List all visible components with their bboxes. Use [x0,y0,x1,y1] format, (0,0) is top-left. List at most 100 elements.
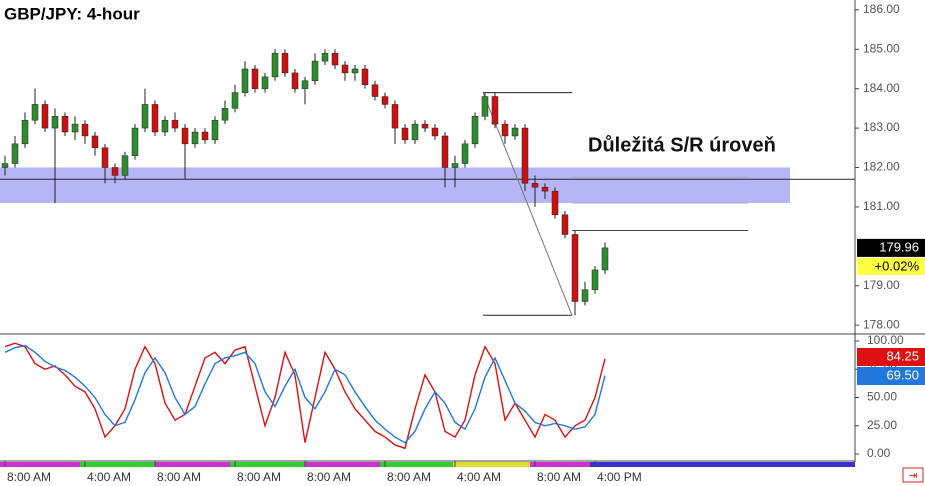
x-tick-label: 4:00 AM [457,470,501,484]
x-tick-label: 8:00 AM [537,470,581,484]
y-tick-label: 185.00 [863,41,900,55]
indicator-line [4,342,606,450]
candle-body [461,143,469,164]
x-tick-label: 4:00 PM [597,470,642,484]
indicator-tag [857,348,925,366]
y-tick-label: 25.00 [867,418,897,432]
x-tick-label: 8:00 AM [307,470,351,484]
candle-body [531,182,539,188]
annotation: Důležitá S/R úroveň [588,134,776,156]
sr-band [0,167,790,203]
candle-body [431,127,439,137]
session-strip [0,462,855,467]
change-tag [857,257,925,275]
candle-body [391,104,399,129]
candle-body [31,104,39,121]
candle-body [211,119,219,141]
indicator-tag-label: 84.25 [886,348,919,363]
scroll-icon[interactable]: ⇥ [908,470,917,482]
candle-body [151,104,159,133]
y-tick-label: 182.00 [863,160,900,174]
candle-body [241,68,249,93]
x-tick-label: 8:00 AM [7,470,51,484]
y-tick-label: 181.00 [863,199,900,213]
candle-body [551,190,559,216]
candle-body [221,108,229,121]
candle-body [91,135,99,149]
y-tick-label: 0.00 [867,446,891,460]
candle-body [111,167,119,176]
y-tick-label: 179.00 [863,278,900,292]
candle-body [381,96,389,105]
candle-body [591,269,599,290]
change-tag-label: +0.02% [875,258,920,273]
candle-body [191,131,199,145]
candle-body [341,64,349,74]
candle-body [501,123,509,137]
candle-body [261,76,269,89]
candle-body [571,234,579,302]
candle-body [1,163,9,168]
candle-body [481,96,489,117]
candle-body [371,84,379,97]
candle-body [351,68,359,74]
candle-body [521,127,529,184]
y-tick-label: 183.00 [863,120,900,134]
candle-body [311,60,319,82]
indicator-line [4,344,606,444]
candle-body [161,119,169,133]
scroll-button[interactable] [902,467,924,483]
candle-body [421,123,429,129]
candle-body [541,186,549,192]
candle-body [441,135,449,168]
candle-body [271,52,279,78]
candle-body [121,155,129,176]
candle-body [511,127,519,137]
price-tag-label: 179.96 [879,239,919,254]
candle-body [451,163,459,168]
candle-body [281,52,289,74]
candle-body [401,127,409,141]
candle-body [171,119,179,129]
y-tick-label: 50.00 [867,390,897,404]
chart-title: GBP/JPY: 4-hour [4,4,140,23]
candle-body [21,119,29,145]
candle-body [301,80,309,89]
candle-body [201,131,209,141]
x-tick-label: 4:00 AM [87,470,131,484]
y-tick-label: 184.00 [863,81,900,95]
candle-body [581,289,589,302]
x-tick-label: 8:00 AM [157,470,201,484]
candle-body [331,52,339,66]
candle-body [51,116,59,129]
candle-body [601,247,609,271]
candle-body [411,123,419,141]
indicator-tag [857,367,925,385]
candle-body [471,116,479,145]
candle-body [141,104,149,129]
price-tag [857,238,925,257]
candle-body [321,52,329,62]
y-tick-label: 186.00 [863,2,900,16]
candle-body [131,127,139,156]
x-tick-label: 8:00 AM [387,470,431,484]
candle-body [491,96,499,125]
candle-body [231,92,239,109]
candle-body [41,104,49,129]
candle-body [291,72,299,89]
indicator-tag-label: 69.50 [886,367,919,382]
candle-body [361,68,369,85]
candle-body [81,123,89,137]
y-tick-label: 178.00 [863,317,900,331]
candle-body [71,123,79,133]
candle-body [561,214,569,235]
candle-body [61,116,69,133]
y-tick-label: 100.00 [867,333,904,347]
fib-diagonal [482,92,573,316]
candle-body [251,68,259,89]
candle-body [101,147,109,168]
candle-body [181,127,189,145]
candle-body [11,143,19,164]
